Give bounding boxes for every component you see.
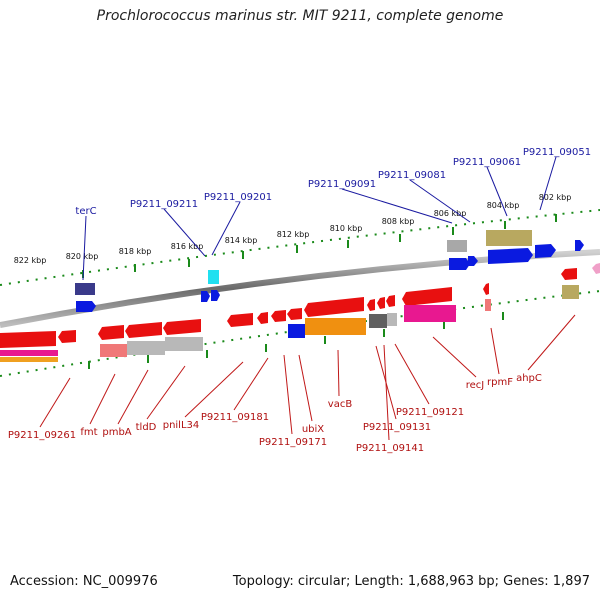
gene-label-vacB[interactable]: vacB [328, 399, 353, 410]
feature-block[interactable] [127, 341, 165, 355]
gene-arrow[interactable] [271, 310, 286, 322]
feature-block[interactable] [485, 299, 491, 311]
gene-arrow[interactable] [304, 297, 364, 317]
gene-label-P9211_09171[interactable]: P9211_09171 [259, 437, 327, 448]
gene-label-P9211_09131[interactable]: P9211_09131 [363, 422, 431, 433]
gene-arrow[interactable] [98, 325, 124, 340]
feature-block[interactable] [387, 313, 397, 326]
gene-arrow[interactable] [402, 287, 452, 306]
scale-label: 816 kbp [171, 242, 204, 251]
gene-arrow[interactable] [287, 308, 302, 320]
topology-summary: Topology: circular; Length: 1,688,963 bp… [232, 574, 590, 589]
gene-arrow[interactable] [257, 312, 268, 324]
feature-block[interactable] [75, 283, 95, 295]
scale-label: 812 kbp [277, 230, 310, 239]
feature-block[interactable] [369, 314, 387, 328]
gene-label-P9211_09141[interactable]: P9211_09141 [356, 443, 424, 454]
forward-leader-lines [82, 156, 557, 281]
scale-label: 810 kbp [330, 224, 363, 233]
feature-block[interactable] [486, 230, 532, 246]
gene-arrow[interactable] [386, 295, 395, 307]
gene-arrow[interactable] [449, 258, 470, 270]
gene-label-pmbA[interactable]: pmbA [102, 427, 131, 438]
reverse-strand-features [0, 263, 600, 362]
feature-block[interactable] [208, 270, 219, 284]
gene-arrow[interactable] [201, 291, 210, 302]
gene-arrow[interactable] [561, 268, 577, 280]
gene-arrow[interactable] [0, 331, 56, 348]
gene-arrow[interactable] [483, 283, 489, 295]
gene-label-ahpC[interactable]: ahpC [516, 373, 542, 384]
gene-arrow[interactable] [535, 244, 556, 258]
feature-block[interactable] [0, 357, 58, 362]
gene-arrow[interactable] [575, 240, 584, 251]
feature-block[interactable] [404, 305, 456, 322]
scale-ruler-top [0, 209, 600, 286]
gene-label-P9211_09201[interactable]: P9211_09201 [204, 192, 272, 203]
gene-label-P9211_09051[interactable]: P9211_09051 [523, 147, 591, 158]
gene-label-fmt[interactable]: fmt [80, 427, 97, 438]
feature-block[interactable] [165, 337, 203, 351]
gene-label-pnilL34[interactable]: pnilL34 [163, 420, 200, 431]
gene-arrow[interactable] [227, 313, 253, 327]
scale-label: 814 kbp [225, 236, 258, 245]
gene-arrow[interactable] [76, 301, 96, 312]
scale-major-ticks [82, 214, 557, 369]
reverse-leader-lines [39, 314, 576, 441]
gene-label-P9211_09181[interactable]: P9211_09181 [201, 412, 269, 423]
genome-title: Prochlorococcus marinus str. MIT 9211, c… [96, 8, 504, 24]
gene-label-rpmF[interactable]: rpmF [487, 377, 513, 388]
scale-label: 802 kbp [539, 193, 572, 202]
scale-label: 820 kbp [66, 252, 99, 261]
gene-arrow[interactable] [367, 299, 375, 311]
gene-label-P9211_09081[interactable]: P9211_09081 [378, 170, 446, 181]
scale-label: 808 kbp [382, 217, 415, 226]
gene-label-P9211_09061[interactable]: P9211_09061 [453, 157, 521, 168]
feature-block[interactable] [288, 324, 305, 338]
scale-label: 806 kbp [434, 209, 467, 218]
feature-block[interactable] [100, 344, 127, 357]
feature-block[interactable] [0, 350, 58, 356]
scale-label: 822 kbp [14, 256, 47, 265]
gene-label-P9211_09211[interactable]: P9211_09211 [130, 199, 198, 210]
gene-arrow[interactable] [468, 256, 478, 266]
gene-arrow[interactable] [488, 248, 533, 264]
gene-label-ubiX[interactable]: ubiX [302, 424, 324, 435]
forward-strand-features [75, 230, 584, 312]
gene-label-tldD[interactable]: tldD [136, 422, 157, 433]
gene-arrow[interactable] [377, 297, 385, 309]
feature-block[interactable] [305, 318, 366, 335]
gene-label-P9211_09121[interactable]: P9211_09121 [396, 407, 464, 418]
accession-label: Accession: NC_009976 [10, 574, 158, 589]
gene-arrow[interactable] [592, 263, 600, 274]
gene-label-terC[interactable]: terC [75, 206, 96, 217]
scale-label: 818 kbp [119, 247, 152, 256]
feature-block[interactable] [447, 240, 467, 252]
gene-label-recJ[interactable]: recJ [466, 380, 485, 391]
gene-arrow[interactable] [125, 322, 162, 338]
gene-label-P9211_09261[interactable]: P9211_09261 [8, 430, 76, 441]
gene-label-P9211_09091[interactable]: P9211_09091 [308, 179, 376, 190]
gene-arrow[interactable] [211, 290, 220, 301]
gene-arrow[interactable] [58, 330, 76, 343]
feature-block[interactable] [562, 285, 579, 299]
gene-arrow[interactable] [163, 319, 201, 335]
